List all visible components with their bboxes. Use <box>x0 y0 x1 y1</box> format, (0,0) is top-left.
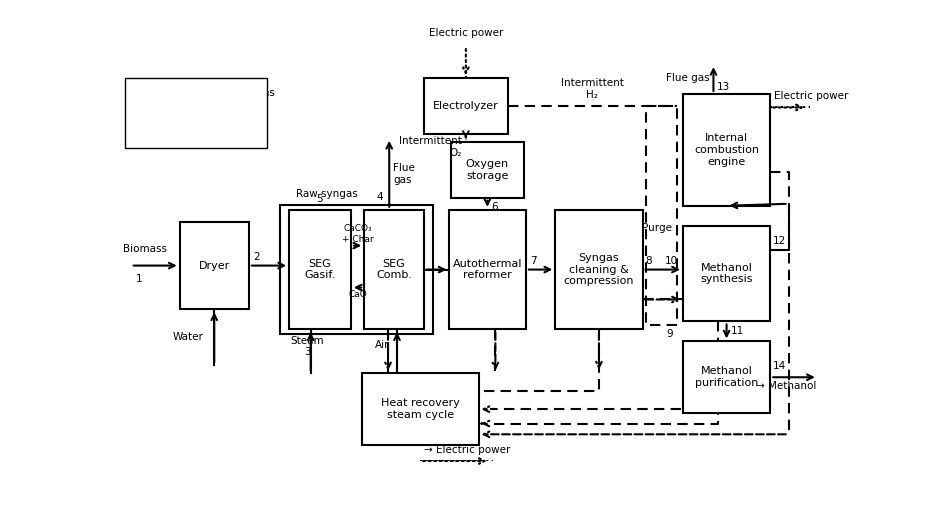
Text: 13: 13 <box>716 82 729 92</box>
Text: 5: 5 <box>317 194 324 204</box>
Text: 14: 14 <box>774 361 787 371</box>
Text: Biomass: Biomass <box>123 243 167 254</box>
FancyBboxPatch shape <box>450 210 526 329</box>
Text: Methanol
synthesis: Methanol synthesis <box>700 263 753 284</box>
Text: → Electric power: → Electric power <box>423 445 510 455</box>
Text: Raw syngas: Raw syngas <box>296 189 358 199</box>
Text: 9: 9 <box>667 329 674 339</box>
Text: SEG
Gasif.: SEG Gasif. <box>304 259 336 280</box>
Text: Electric power: Electric power <box>187 122 262 132</box>
Text: 8: 8 <box>645 255 651 266</box>
Text: Heat recovery
steam cycle: Heat recovery steam cycle <box>381 398 460 420</box>
Text: 6: 6 <box>492 202 499 212</box>
Text: Material streams: Material streams <box>187 88 275 98</box>
Text: SEG
Comb.: SEG Comb. <box>376 259 412 280</box>
FancyBboxPatch shape <box>683 341 771 413</box>
Text: Dryer: Dryer <box>199 261 230 270</box>
Text: Heat streams: Heat streams <box>187 105 257 115</box>
Text: Syngas
cleaning &
compression: Syngas cleaning & compression <box>564 253 634 286</box>
Text: Electric power: Electric power <box>429 28 503 38</box>
Text: 12: 12 <box>773 236 786 246</box>
Text: → Methanol: → Methanol <box>756 381 816 391</box>
Text: Electrolyzer: Electrolyzer <box>433 101 499 111</box>
Text: Internal
combustion
engine: Internal combustion engine <box>694 133 759 166</box>
FancyBboxPatch shape <box>555 210 643 329</box>
Text: Flue gas: Flue gas <box>666 73 710 83</box>
Text: Autothermal
reformer: Autothermal reformer <box>453 259 522 280</box>
Text: 11: 11 <box>731 326 744 336</box>
Text: Methanol
purification: Methanol purification <box>694 366 758 388</box>
Text: Intermittent
H₂: Intermittent H₂ <box>561 78 624 100</box>
Text: Water: Water <box>172 333 203 342</box>
Text: Air: Air <box>375 340 390 350</box>
FancyBboxPatch shape <box>423 78 508 134</box>
Text: 10: 10 <box>664 255 678 266</box>
Text: CaO: CaO <box>348 290 367 298</box>
Text: 4: 4 <box>376 192 383 202</box>
FancyBboxPatch shape <box>125 78 267 148</box>
Text: Steam
3: Steam 3 <box>290 336 324 357</box>
Text: Intermittent
O₂: Intermittent O₂ <box>399 136 462 157</box>
FancyBboxPatch shape <box>364 210 423 329</box>
Text: 2: 2 <box>253 252 260 262</box>
FancyBboxPatch shape <box>683 94 771 206</box>
Text: 1: 1 <box>136 275 143 284</box>
Text: CaCO₃
+ Char: CaCO₃ + Char <box>342 224 374 243</box>
FancyBboxPatch shape <box>451 142 524 198</box>
Text: 7: 7 <box>530 255 536 266</box>
Text: Electric power: Electric power <box>774 92 849 102</box>
Text: Purge: Purge <box>642 223 672 233</box>
FancyBboxPatch shape <box>289 210 351 329</box>
Text: Flue
gas: Flue gas <box>393 163 415 184</box>
FancyBboxPatch shape <box>683 226 771 321</box>
FancyBboxPatch shape <box>180 222 248 309</box>
FancyBboxPatch shape <box>362 373 479 445</box>
Text: Oxygen
storage: Oxygen storage <box>466 159 509 181</box>
